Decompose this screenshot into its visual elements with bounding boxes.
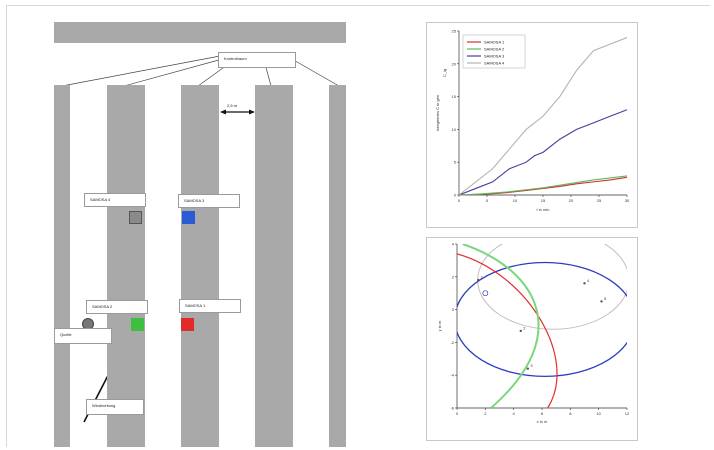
series-line-4 [458,37,628,196]
y-tick-label: 15 [452,94,457,99]
x-tick-label: 10 [596,411,601,416]
wind-direction-label: Windrichtung [86,399,144,415]
series-line-2 [458,175,628,196]
source-label: Quelle [54,328,112,344]
building-top-bar [54,22,346,43]
sensor-point-label-4: 4 [587,278,590,283]
x-tick-label: 25 [597,198,602,203]
y-axis-label: Integriertes C in g/m [435,94,440,131]
x-tick-label: 8 [569,411,572,416]
sensor-2-marker [131,318,144,331]
sensor-point-4 [583,282,586,285]
legend-label-2: SAMOSA 2 [484,47,505,52]
pillar-1 [54,85,70,447]
y-tick-label: -6 [450,406,454,411]
sensor-point-5 [600,300,603,303]
x-tick-label: 10 [513,198,518,203]
legend-label-1: SAMOSA 1 [484,40,505,45]
contour-red [457,253,558,408]
x-tick-label: 12 [625,411,630,416]
sensor-point-label-5: 5 [604,296,607,301]
x-axis-label: x in m [537,419,548,424]
x-tick-label: 20 [569,198,574,203]
x-tick-label: 4 [513,411,516,416]
sensor-4-marker [129,211,142,224]
y-tick-label: 20 [452,61,457,66]
control-room-label: Kontrollraum [218,52,296,68]
y-tick-label: -2 [450,340,454,345]
x-tick-label: 6 [541,411,544,416]
legend-label-4: SAMOSA 4 [484,61,505,66]
x-tick-label: 2 [484,411,487,416]
y-tick-label: 10 [452,127,457,132]
y-tick-label: -4 [450,373,454,378]
y-tick-label: 25 [452,29,457,34]
line-chart-panel: 0 5 10 15 20 25 30 0 5 10 15 20 25 t in min Integriert… [426,22,638,228]
contour-grey [477,244,627,330]
sensor-3-label: SAMOSA 3 [178,194,240,208]
sensor-point-1 [477,278,480,282]
pillar-4 [255,85,293,447]
sensor-4-label: SAMOSA 4 [84,193,146,207]
y-tick-label: 4 [452,242,455,247]
line-chart: 0 5 10 15 20 25 30 0 5 10 15 20 25 t in min Integriert… [435,29,630,213]
contour-green [462,244,540,408]
y-tick-label: 5 [454,160,457,165]
plume-contours [457,244,627,408]
y-axis-label: y in m [437,320,442,331]
sensor-point-label-2: 2 [523,325,526,330]
x-tick-label: 15 [541,198,546,203]
sensor-point-3 [526,367,530,370]
pillar-2 [107,85,145,447]
series-line-1 [458,176,628,196]
sensor-point-label-1: 1 [481,275,484,280]
y-tick-label: 0 [452,307,455,312]
x-axis-label: t in min [537,207,550,212]
sensor-point-2 [519,329,522,333]
x-tick-label: 0 [456,411,459,416]
floorplan: Kontrollraum 2,5 m SAMOSA 4 SAMOSA 3 SAM… [54,22,346,447]
sensor-1-marker [181,318,194,331]
pillar-3 [181,85,219,447]
contour-blue [457,261,627,378]
y-symbol-label: C_ig [442,69,447,77]
distance-label: 2,5 m [227,103,238,108]
sensor-3-marker [182,211,195,224]
sensor-2-label: SAMOSA 2 [86,300,148,314]
x-tick-label: 30 [625,198,630,203]
y-tick-label: 2 [452,274,455,279]
source-point [482,290,489,297]
sensor-1-label: SAMOSA 1 [179,299,241,313]
pillar-5 [329,85,346,447]
legend-label-3: SAMOSA 3 [484,54,505,59]
legend: SAMOSA 1 SAMOSA 2 SAMOSA 3 SAMOSA 4 [462,34,526,69]
x-tick-label: 0 [458,198,461,203]
figure-frame [6,5,710,447]
x-tick-label: 5 [486,198,489,203]
y-tick-label: 0 [454,193,457,198]
series-line-3 [458,109,628,196]
sensor-point-label-3: 3 [530,363,533,368]
